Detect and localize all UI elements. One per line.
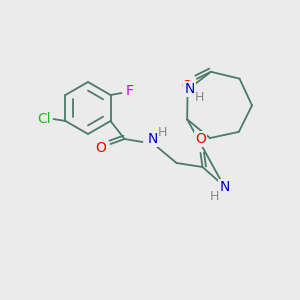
Text: O: O xyxy=(182,79,192,93)
Text: N: N xyxy=(184,82,195,96)
Text: H: H xyxy=(210,190,219,203)
Text: Cl: Cl xyxy=(38,112,51,126)
Text: H: H xyxy=(195,92,204,104)
Text: N: N xyxy=(147,132,158,146)
Text: N: N xyxy=(219,180,230,194)
Text: O: O xyxy=(95,141,106,155)
Text: H: H xyxy=(158,127,167,140)
Text: O: O xyxy=(195,132,206,146)
Text: F: F xyxy=(125,84,134,98)
